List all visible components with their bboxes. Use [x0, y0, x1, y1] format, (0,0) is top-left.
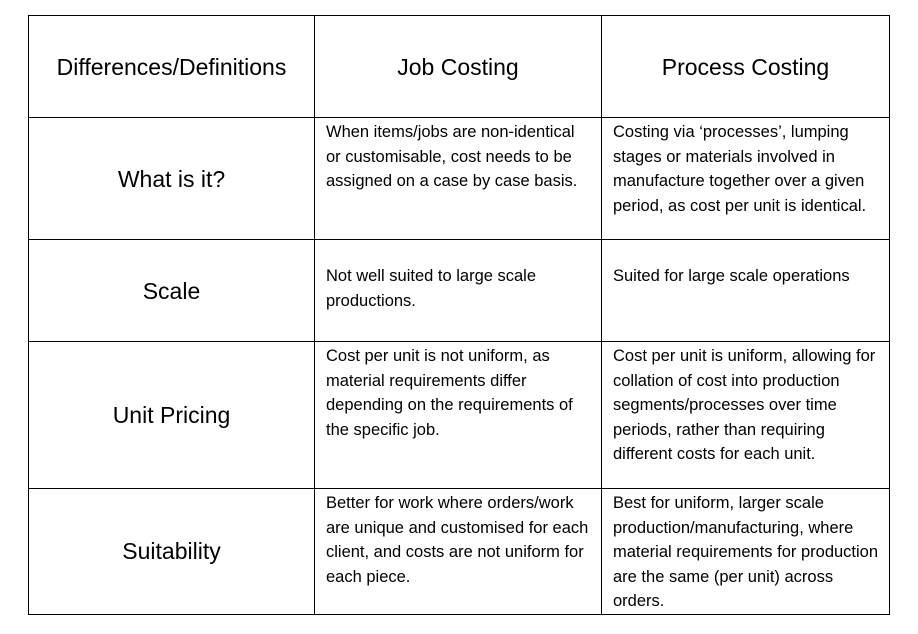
- job-costing-cell: Cost per unit is not uniform, as materia…: [314, 341, 602, 489]
- row-label-unit-pricing: Unit Pricing: [28, 341, 315, 489]
- table-row: Suitability Better for work where orders…: [28, 488, 890, 615]
- process-costing-cell: Cost per unit is uniform, allowing for c…: [601, 341, 890, 489]
- job-costing-cell: Not well suited to large scale productio…: [314, 239, 602, 342]
- job-costing-cell: When items/jobs are non-identical or cus…: [314, 117, 602, 240]
- process-costing-cell: Costing via ‘processes’, lumping stages …: [601, 117, 890, 240]
- header-job-costing: Job Costing: [314, 15, 602, 118]
- header-process-costing: Process Costing: [601, 15, 890, 118]
- row-label-suitability: Suitability: [28, 488, 315, 615]
- comparison-table: Differences/Definitions Job Costing Proc…: [28, 15, 890, 615]
- row-label-scale: Scale: [28, 239, 315, 342]
- process-costing-cell: Suited for large scale operations: [601, 239, 890, 342]
- table-row: What is it? When items/jobs are non-iden…: [28, 117, 890, 240]
- process-costing-cell: Best for uniform, larger scale productio…: [601, 488, 890, 615]
- job-costing-cell: Better for work where orders/work are un…: [314, 488, 602, 615]
- table-row: Scale Not well suited to large scale pro…: [28, 239, 890, 342]
- header-differences-definitions: Differences/Definitions: [28, 15, 315, 118]
- table-row: Unit Pricing Cost per unit is not unifor…: [28, 341, 890, 489]
- table-header-row: Differences/Definitions Job Costing Proc…: [28, 15, 890, 118]
- row-label-what-is-it: What is it?: [28, 117, 315, 240]
